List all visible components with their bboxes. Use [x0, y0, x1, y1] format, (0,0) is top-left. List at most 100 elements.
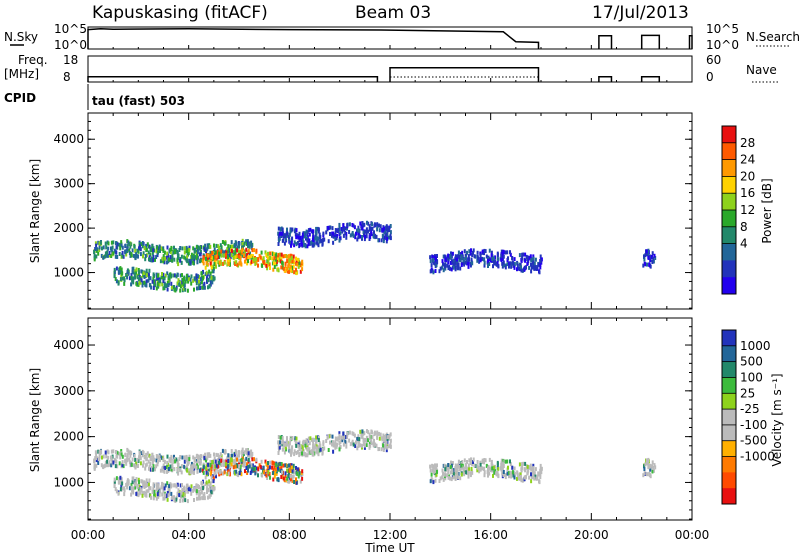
- power-echo-cell: [208, 269, 211, 274]
- velocity-echo-cell: [196, 496, 198, 501]
- power-echo-cell: [161, 282, 164, 287]
- velocity-echo-cell: [115, 489, 118, 494]
- power-echo-cell: [272, 267, 275, 272]
- power-echo-cell: [334, 228, 337, 232]
- velocity-echo-cell: [273, 461, 276, 466]
- velocity-echo-cell: [379, 432, 382, 437]
- velocity-echo-cell: [212, 476, 215, 481]
- power-echo-cell: [376, 222, 379, 227]
- power-echo-cell: [139, 280, 142, 285]
- power-echo-cell: [645, 249, 648, 254]
- power-echo-cell: [157, 250, 159, 255]
- velocity-echo-cell: [443, 463, 446, 468]
- velocity-echo-cell: [524, 461, 527, 466]
- power-echo-cell: [163, 276, 166, 281]
- power-echo-cell: [312, 243, 315, 248]
- velocity-echo-cell: [471, 462, 474, 467]
- velocity-echo-cell: [356, 436, 359, 441]
- power-echo-cell: [146, 273, 148, 278]
- velocity-echo-cell: [293, 452, 296, 457]
- velocity-echo-cell: [134, 458, 137, 462]
- power-echo-cell: [651, 251, 654, 256]
- velocity-echo-cell: [149, 486, 152, 491]
- velocity-echo-cell: [156, 489, 159, 494]
- colorbar-swatch: [722, 176, 736, 194]
- velocity-echo-cell: [470, 467, 473, 471]
- velocity-echo-cell: [295, 466, 297, 470]
- velocity-echo-cell: [93, 459, 96, 464]
- power-echo-cell: [375, 234, 378, 239]
- power-echo-cell: [159, 279, 162, 284]
- velocity-echo-cell: [170, 456, 173, 461]
- power-echo-cell: [115, 241, 117, 246]
- power-echo-cell: [521, 268, 524, 273]
- velocity-echo-cell: [97, 461, 100, 465]
- velocity-echo-cell: [112, 460, 115, 465]
- power-echo-cell: [491, 257, 494, 261]
- power-echo-cell: [170, 281, 173, 286]
- power-echo-cell: [136, 248, 139, 253]
- power-echo-cell: [315, 226, 318, 231]
- power-echo-cell: [338, 225, 341, 230]
- velocity-echo-cell: [212, 487, 215, 492]
- velocity-echo-cell: [239, 465, 242, 469]
- velocity-echo-cell: [248, 464, 251, 469]
- velocity-echo-cell: [506, 459, 509, 464]
- power-echo-cell: [140, 242, 143, 247]
- power-echo-cell: [207, 285, 209, 290]
- velocity-echo-cell: [220, 454, 223, 459]
- velocity-echo-cell: [321, 450, 324, 455]
- velocity-echo-cell: [224, 462, 227, 467]
- velocity-echo-cell: [151, 453, 154, 457]
- power-echo-cell: [467, 261, 470, 266]
- velocity-echo-cell: [182, 497, 185, 501]
- velocity-echo-cell: [164, 466, 167, 470]
- velocity-echo-cell: [279, 469, 282, 473]
- colorbar-tick-label: 1000: [740, 339, 771, 353]
- velocity-echo-cell: [460, 472, 463, 477]
- velocity-echo-cell: [479, 467, 482, 472]
- power-echo-cell: [287, 263, 290, 268]
- velocity-echo-cell: [158, 492, 161, 497]
- power-echo-cell: [496, 251, 499, 256]
- colorbar-swatch: [722, 488, 736, 505]
- velocity-echo-cell: [150, 465, 153, 470]
- power-echo-cell: [176, 272, 179, 277]
- power-echo-cell: [447, 260, 450, 265]
- power-echo-cell: [183, 246, 186, 251]
- power-echo-cell: [161, 256, 164, 261]
- velocity-echo-cells: [93, 429, 657, 504]
- power-echo-cell: [202, 276, 205, 280]
- power-echo-cell: [378, 223, 380, 228]
- velocity-echo-cell: [359, 429, 362, 434]
- power-echo-cell: [457, 250, 460, 255]
- power-echo-cell: [446, 263, 449, 268]
- velocity-echo-cell: [266, 476, 269, 480]
- power-echo-cell: [236, 262, 239, 267]
- velocity-echo-cell: [273, 474, 276, 479]
- velocity-echo-cell: [388, 436, 390, 441]
- velocity-echo-cell: [654, 465, 657, 470]
- power-echo-cell: [502, 260, 505, 265]
- velocity-echo-cell: [195, 454, 198, 459]
- power-echo-cell: [158, 282, 161, 287]
- power-echo-cell: [244, 249, 247, 254]
- power-echo-cell: [501, 261, 504, 266]
- power-echo-cell: [179, 246, 182, 250]
- velocity-echo-cell: [449, 470, 452, 475]
- power-echo-cell: [144, 254, 147, 258]
- velocity-echo-cell: [362, 438, 365, 443]
- noise-right-tick-top: 10^5: [706, 22, 739, 36]
- power-echo-cell: [524, 252, 527, 257]
- velocity-echo-cell: [177, 471, 180, 476]
- velocity-echo-cell: [171, 465, 174, 469]
- power-echo-cell: [238, 254, 241, 259]
- velocity-echo-cell: [227, 453, 230, 458]
- power-echo-cell: [169, 255, 172, 260]
- velocity-echo-cell: [148, 464, 151, 469]
- power-echo-cell: [208, 274, 211, 279]
- power-echo-cell: [166, 271, 169, 276]
- y-tick-label: 4000: [53, 132, 84, 146]
- power-echo-cell: [643, 261, 646, 266]
